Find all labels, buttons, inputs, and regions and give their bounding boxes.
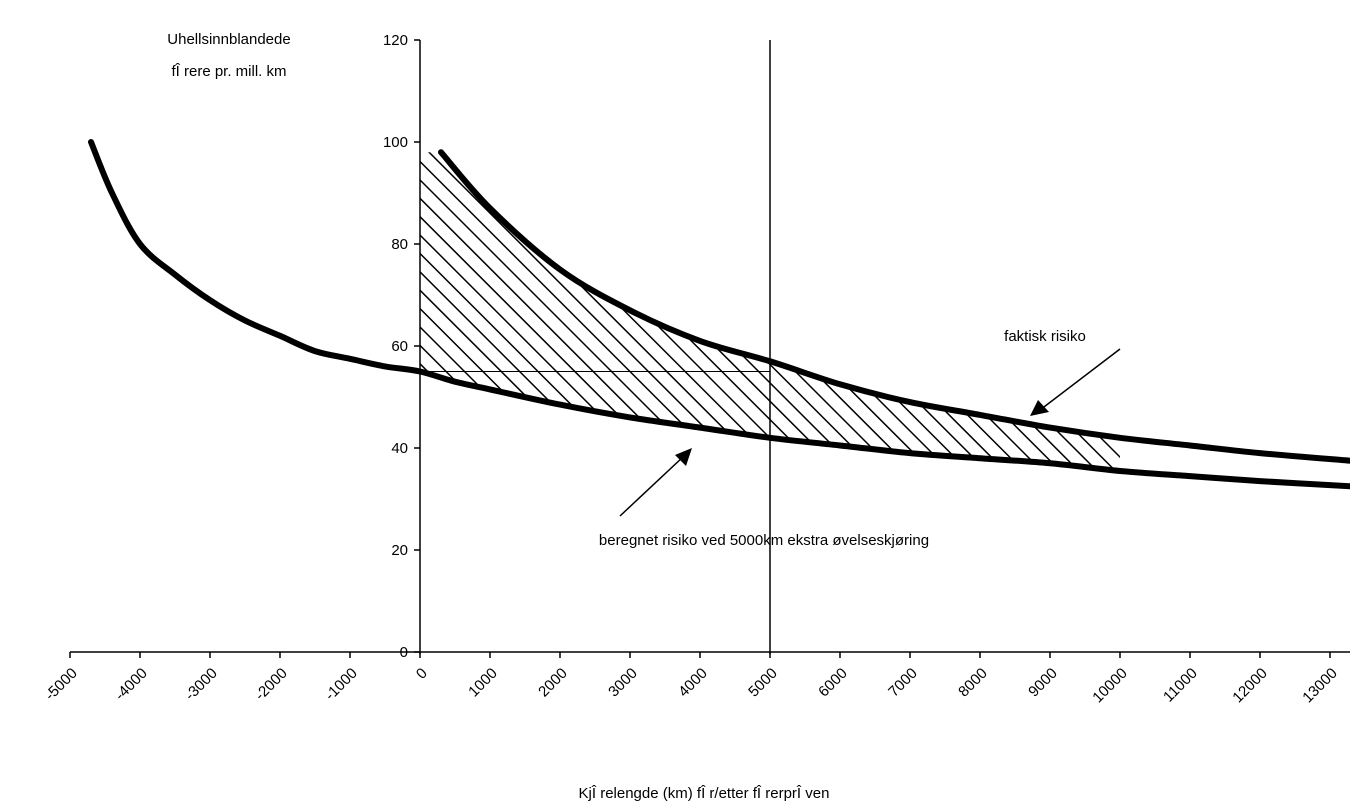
x-tick-label: 7000 [885, 665, 921, 701]
y-tick-label: 40 [391, 440, 408, 457]
x-tick-label: -5000 [42, 665, 81, 704]
y-axis-label-line-1: Uhellsinnblandede [167, 31, 290, 48]
series-line-beregnet-risiko [438, 149, 1350, 464]
series-line-faktisk-risiko [88, 139, 1350, 490]
y-tick-label: 0 [400, 644, 408, 661]
x-tick-label: 5000 [745, 665, 781, 701]
x-tick-label: -3000 [182, 665, 221, 704]
x-tick-label: 8000 [955, 665, 991, 701]
x-tick-label: 10000 [1089, 665, 1131, 707]
y-tick-label: 100 [383, 134, 408, 151]
y-axis-label-line-2: fÎ rere pr. mill. km [171, 63, 286, 80]
x-tick-label: 2000 [535, 665, 571, 701]
axes [69, 39, 1350, 658]
annotation-arrowhead-lower [675, 448, 692, 466]
annotation-faktisk-risiko: faktisk risiko [1004, 328, 1086, 345]
annotation-arrow-line-upper [1039, 348, 1121, 411]
x-tick-label: -2000 [252, 665, 291, 704]
y-tick-label: 60 [391, 338, 408, 355]
x-tick-label: 6000 [815, 665, 851, 701]
x-tick-label: 13000 [1299, 665, 1341, 707]
y-tick-label: 20 [391, 542, 408, 559]
x-tick-label: 11000 [1160, 665, 1201, 706]
x-tick-label: 1000 [465, 665, 501, 701]
annotation-beregnet-risiko: beregnet risiko ved 5000km ekstra øvelse… [599, 532, 929, 549]
hatched-area [420, 152, 1120, 471]
y-tick-label: 80 [391, 236, 408, 253]
shaded-difference-area [420, 152, 1120, 471]
y-tick-label: 120 [383, 32, 408, 49]
x-tick-label: 3000 [605, 665, 641, 701]
x-axis-label: KjÎ relengde (km) fÎ r/etter fÎ rerprÎ v… [579, 785, 830, 802]
annotation-arrowhead-upper [1030, 400, 1049, 416]
series-curves [88, 139, 1350, 490]
x-tick-label: 0 [413, 665, 431, 683]
x-tick-label: -1000 [322, 665, 361, 704]
annotation-arrow-line-lower [619, 455, 685, 517]
x-tick-label: -4000 [112, 665, 151, 704]
x-tick-label: 9000 [1025, 665, 1061, 701]
x-tick-label: 4000 [675, 665, 711, 701]
x-tick-label: 12000 [1229, 665, 1271, 707]
